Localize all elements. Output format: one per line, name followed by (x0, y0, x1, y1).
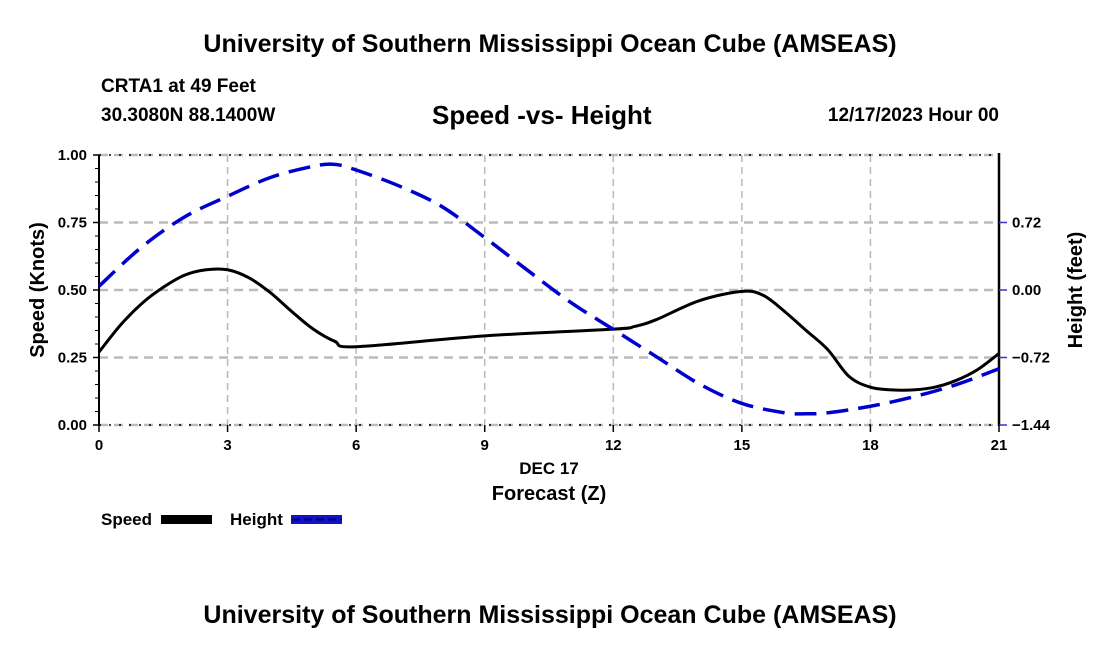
x-tick-label: 3 (223, 437, 231, 454)
x-axis-label: Forecast (Z) (492, 483, 606, 505)
x-tick-label: 12 (605, 437, 622, 454)
y-tick-label: 0.75 (58, 215, 87, 232)
y2-tick-label: 0.00 (1012, 282, 1041, 299)
chart-header-title: University of Southern Mississippi Ocean… (203, 30, 897, 58)
x-tick-label: 0 (95, 437, 103, 454)
legend-height-label: Height (230, 510, 283, 529)
legend-speed-label: Speed (101, 510, 152, 529)
y-tick-label: 0.25 (58, 350, 87, 367)
legend: Speed Height (101, 510, 342, 529)
legend-speed-swatch (161, 515, 212, 524)
y2-tick-label: −1.44 (1012, 417, 1051, 434)
x-tick-label: 15 (734, 437, 751, 454)
chart-title: Speed -vs- Height (432, 100, 652, 130)
y2-tick-label: 0.72 (1012, 215, 1041, 232)
y-tick-label: 0.50 (58, 282, 87, 299)
x-axis-date-label: DEC 17 (519, 459, 579, 478)
y2-axis-label: Height (feet) (1065, 232, 1087, 349)
forecast-date: 12/17/2023 Hour 00 (827, 105, 999, 126)
x-tick-label: 6 (352, 437, 360, 454)
y-axis-label: Speed (Knots) (27, 222, 49, 358)
x-tick-label: 18 (862, 437, 879, 454)
x-tick-label: 9 (481, 437, 489, 454)
x-tick-label: 21 (991, 437, 1008, 454)
y-tick-label: 0.00 (58, 417, 87, 434)
y-tick-label: 1.00 (58, 147, 87, 164)
chart-footer-title: University of Southern Mississippi Ocean… (203, 601, 897, 629)
series-lines (97, 162, 1000, 416)
ticks: 0.00 0.25 0.50 0.75 1.00 −1.44 −0.72 0.00 0.72 0 3… (58, 147, 1051, 454)
station-coords: 30.3080N 88.1400W (101, 105, 276, 126)
height-series-line (97, 162, 1000, 416)
y2-tick-label: −0.72 (1012, 350, 1050, 367)
station-label: CRTA1 at 49 Feet (101, 76, 256, 97)
speed-series-line (97, 267, 1000, 392)
